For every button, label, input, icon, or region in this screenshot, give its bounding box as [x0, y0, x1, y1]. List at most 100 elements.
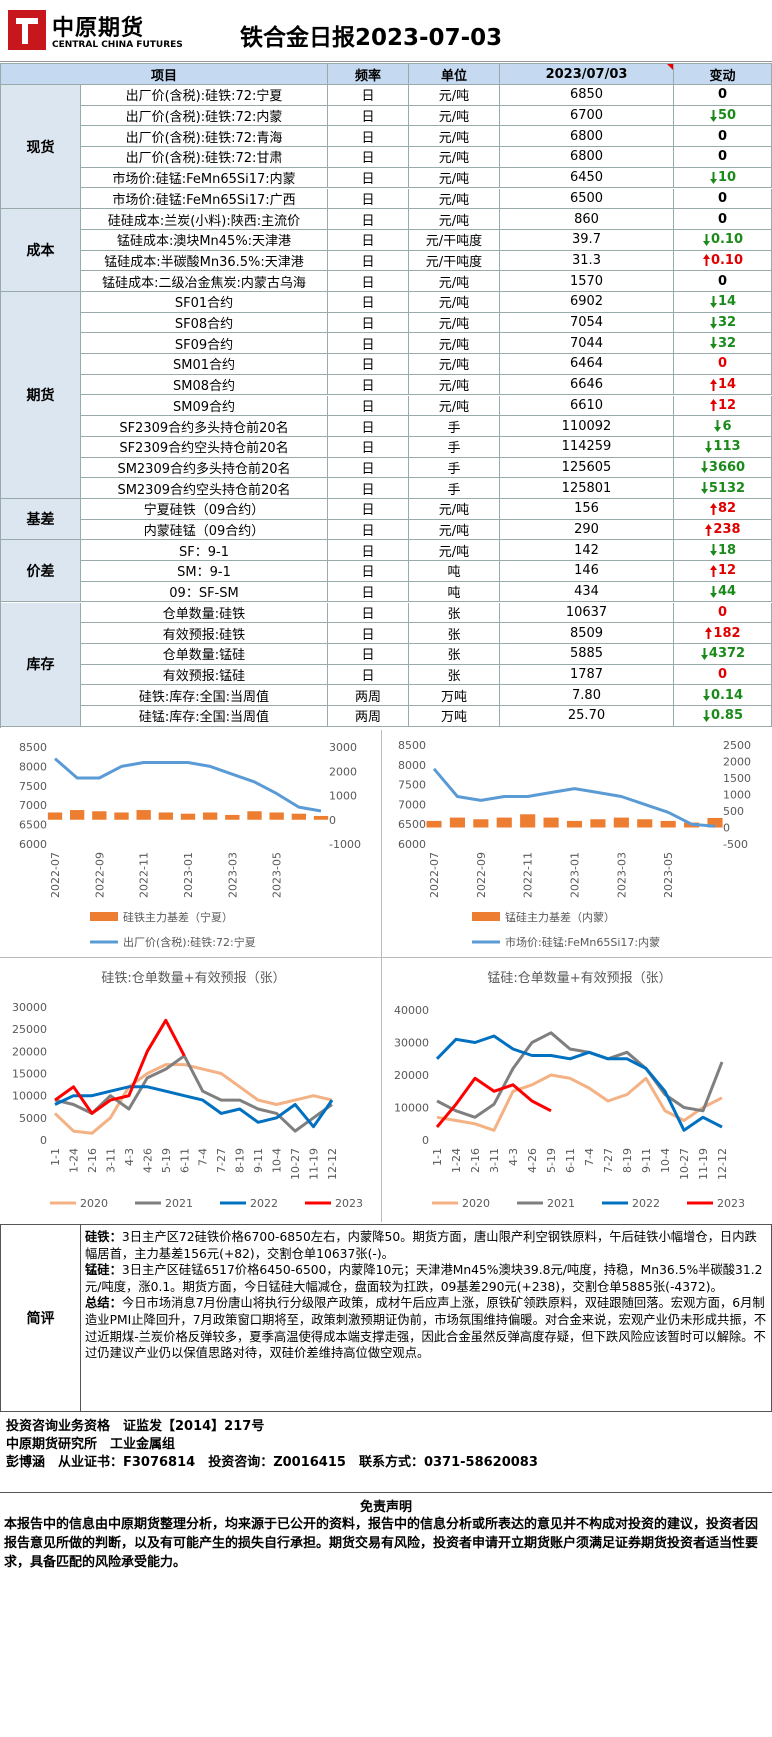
legend-swatch: [90, 912, 118, 921]
item: SM：9-1: [81, 561, 328, 582]
change-value: 0: [717, 604, 728, 620]
item: 出厂价(含税):硅铁:72:甘肃: [81, 147, 328, 168]
y-tick-label: 7500: [19, 780, 47, 793]
x-tick-label: 9-11: [252, 1148, 265, 1173]
x-tick-label: 11-19: [308, 1148, 321, 1180]
change: 82: [674, 499, 772, 520]
change: 0: [674, 126, 772, 148]
change-value: 50: [717, 108, 737, 124]
frequency: 日: [328, 229, 409, 251]
change: 0: [674, 271, 772, 292]
change-value: 32: [717, 335, 737, 351]
footer-line: 投资咨询业务资格 证监发【2014】217号: [6, 1419, 265, 1434]
legend-label: 2020: [462, 1197, 490, 1210]
item: 市场价:硅锰:FeMn65Si17:内蒙: [81, 167, 328, 189]
frequency: 日: [328, 416, 409, 437]
legend-label: 2023: [717, 1197, 745, 1210]
group-label: 成本: [1, 209, 81, 292]
item: 仓单数量:硅铁: [81, 602, 328, 624]
change-value: 0: [717, 149, 728, 165]
x-tick-label: 9-11: [640, 1148, 653, 1173]
value: 25.70: [500, 706, 674, 727]
column-header: 单位: [409, 64, 500, 85]
change-value: 12: [717, 397, 737, 413]
value: 8509: [500, 623, 674, 644]
paragraph-text: 今日市场消息7月份唐山将执行分级限产政策，成材午后应声上涨，原铁矿领跌原料，双硅…: [85, 1296, 767, 1361]
paragraph-text: 3日主产区硅锰6517价格6450-6500，内蒙降10元；天津港Mn45%澳块…: [85, 1263, 763, 1294]
footer: 投资咨询业务资格 证监发【2014】217号 中原期货研究所 工业金属组 彭博涵 从…: [6, 1418, 766, 1472]
unit: 万吨: [409, 706, 500, 727]
item: SF08合约: [81, 312, 328, 334]
unit: 元/吨: [409, 188, 500, 210]
x-tick-label: 4-3: [507, 1148, 520, 1166]
frequency: 日: [328, 664, 409, 686]
disclaimer-title: 免责声明: [359, 1500, 412, 1515]
value: 6800: [500, 147, 674, 168]
header: 中原期货 CENTRAL CHINA FUTURES 铁合金日报2023-07-…: [0, 0, 772, 62]
value: 6850: [500, 85, 674, 106]
data-table: 项目 频率 单位 2023/07/03 变动 现货 出厂价(含税):硅铁:72:宁夏日元/吨…: [0, 63, 772, 728]
change-value: 32: [717, 315, 737, 331]
x-tick-label: 7-27: [602, 1148, 615, 1173]
item: SF09合约: [81, 333, 328, 355]
change-value: 0.14: [710, 687, 744, 703]
item: SM08合约: [81, 374, 328, 396]
change-arrow: [709, 502, 717, 515]
value: 39.7: [500, 229, 674, 251]
paragraph: 总结：今日市场消息7月份唐山将执行分级限产政策，成材午后应声上涨，原铁矿领跌原料…: [85, 1295, 769, 1361]
unit: 手: [409, 436, 500, 458]
x-tick-label: 2023-05: [271, 852, 284, 898]
change: 4372: [674, 643, 772, 665]
x-tick-label: 10-27: [678, 1148, 691, 1180]
change-arrow: [700, 647, 708, 660]
bar: [180, 813, 196, 820]
value: 31.3: [500, 250, 674, 272]
change-value: 44: [717, 584, 737, 600]
item: SM2309合约空头持仓前20名: [81, 478, 328, 499]
bar: [114, 812, 129, 820]
legend-label: 2020: [80, 1197, 108, 1210]
value: 142: [500, 540, 674, 562]
unit: 张: [409, 643, 500, 665]
x-tick-label: 7-4: [583, 1148, 596, 1166]
logo-name: 中原期货: [52, 16, 145, 41]
item: 内蒙硅锰（09合约）: [81, 519, 328, 541]
y-tick-label: 10000: [12, 1090, 47, 1103]
series-line: [54, 757, 322, 813]
x-tick-label: 10-4: [271, 1148, 284, 1173]
x-tick-label: 2023-01: [182, 852, 195, 898]
series-line: [53, 1063, 333, 1135]
item: 锰硅成本:澳块Mn45%:天津港: [81, 229, 328, 251]
x-tick-label: 2023-03: [226, 852, 239, 898]
unit: 张: [409, 602, 500, 624]
bar: [613, 817, 629, 828]
item: 出厂价(含税):硅铁:72:内蒙: [81, 105, 328, 127]
value: 7.80: [500, 685, 674, 706]
x-tick-label: 8-19: [234, 1148, 247, 1173]
change: 5132: [674, 478, 772, 499]
unit: 元/吨: [409, 292, 500, 313]
value: 125801: [500, 478, 674, 499]
y-tick-label: 7500: [398, 779, 426, 792]
y-tick-label: 7000: [19, 799, 47, 812]
change-value: 0: [717, 190, 728, 206]
y-tick-label: 10000: [394, 1102, 429, 1115]
group-label: 价差: [1, 540, 81, 603]
y2-tick-label: 3000: [329, 741, 357, 754]
unit: 张: [409, 664, 500, 686]
y-tick-label: 7000: [398, 798, 426, 811]
unit: 元/吨: [409, 354, 500, 375]
change-value: 0: [717, 128, 728, 144]
legend-label: 2023: [335, 1197, 363, 1210]
change: 18: [674, 540, 772, 562]
bar: [496, 817, 512, 828]
unit: 元/干吨度: [409, 250, 500, 272]
y2-tick-label: 2500: [723, 739, 751, 752]
value: 6800: [500, 126, 674, 148]
bar: [203, 812, 218, 820]
unit: 吨: [409, 581, 500, 603]
item: 有效预报:锰硅: [81, 664, 328, 686]
change: 12: [674, 561, 772, 582]
divider: [0, 957, 772, 958]
logo-english: CENTRAL CHINA FUTURES: [52, 40, 183, 50]
